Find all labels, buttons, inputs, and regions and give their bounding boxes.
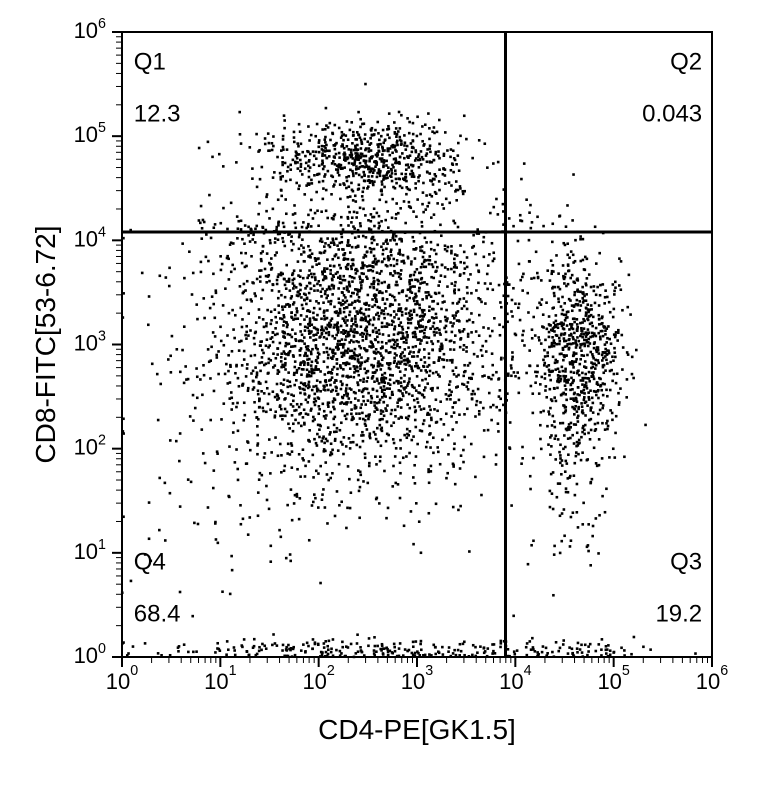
quadrant-q4-name: Q4 [134, 549, 166, 576]
flow-cytometry-dot-plot: { "chart": { "type": "scatter", "backgro… [0, 0, 767, 793]
quadrant-q1-name: Q1 [134, 49, 166, 76]
quadrant-q2-name: Q2 [670, 49, 702, 76]
quadrant-q4-value: 68.4 [134, 601, 181, 628]
quadrant-q3-value: 19.2 [655, 601, 702, 628]
quadrant-q3-name: Q3 [670, 549, 702, 576]
quadrant-q1-value: 12.3 [134, 101, 181, 128]
x-axis-label: CD4-PE[GK1.5] [318, 714, 516, 745]
scatter-plot-svg: 100101102103104105106CD4-PE[GK1.5]100101… [0, 0, 767, 793]
quadrant-q2-value: 0.043 [642, 101, 702, 128]
y-axis-label: CD8-FITC[53-6.72] [30, 225, 61, 463]
